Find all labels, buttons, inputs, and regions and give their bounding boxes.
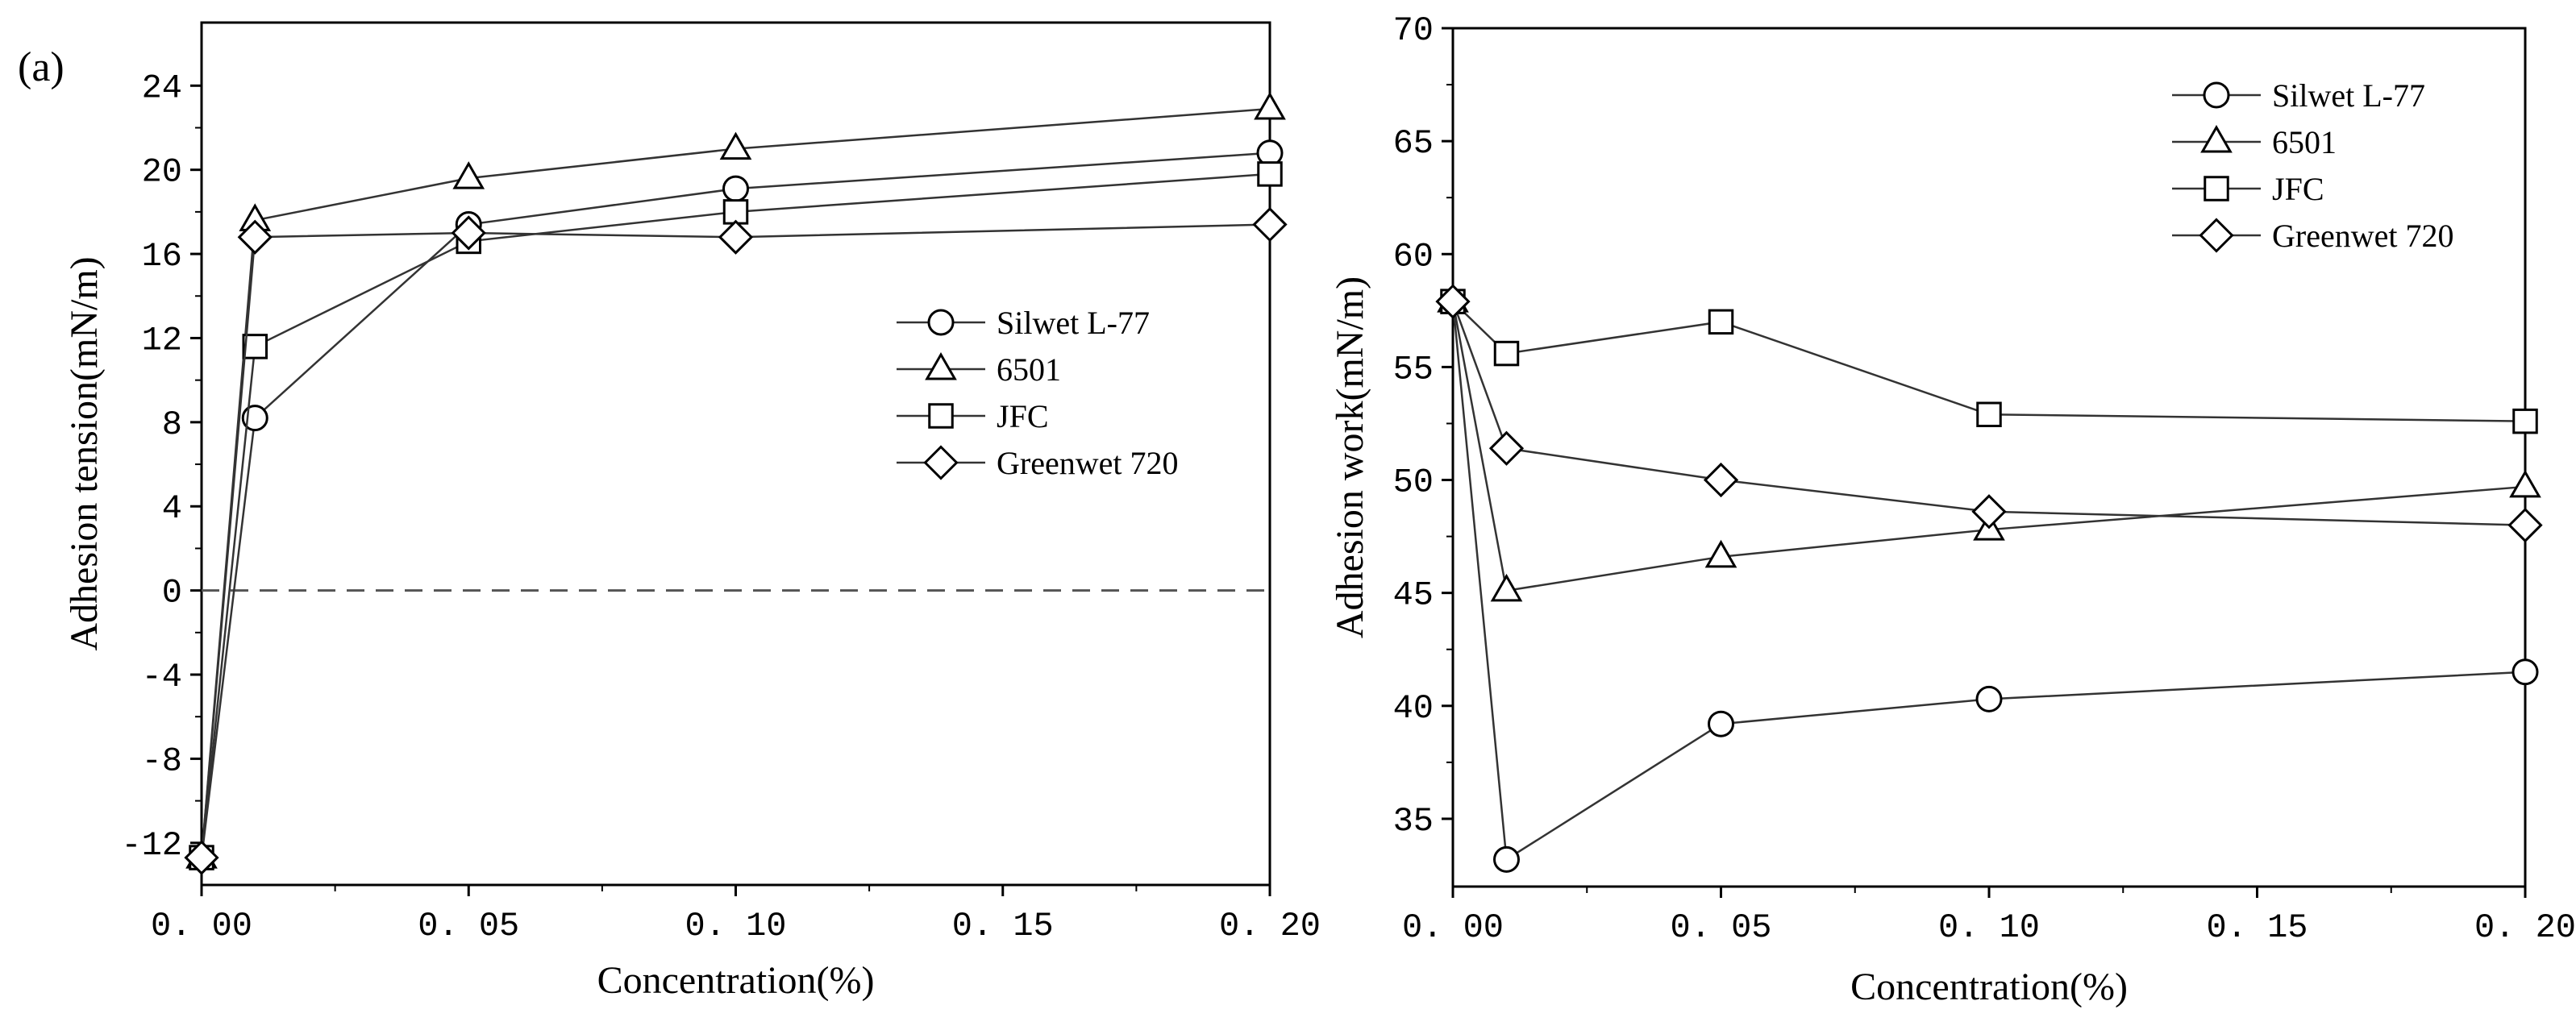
y-tick-label: 55 (1393, 350, 1434, 388)
data-point (1708, 710, 1734, 737)
y-tick-label: -8 (142, 741, 182, 780)
data-point (1975, 685, 2003, 712)
data-point (2509, 469, 2541, 498)
series-silwet-l-77 (1439, 288, 2539, 873)
data-point (451, 215, 486, 251)
y-tick-label: 45 (1393, 576, 1434, 615)
y-tick-label: 8 (162, 405, 182, 444)
legend-marker (927, 309, 955, 336)
series-greenwet-720 (1435, 284, 2543, 543)
series-greenwet-720 (184, 206, 1288, 875)
y-tick-label: 50 (1393, 463, 1434, 502)
data-point (1257, 161, 1283, 187)
y-tick-label: 60 (1393, 237, 1434, 276)
series-line (1451, 301, 2526, 862)
legend: Silwet L-77 6501 JFC Greenwet 720 (897, 305, 1178, 481)
y-tick-label: 70 (1393, 11, 1434, 50)
x-tick-label: 0. 05 (1670, 908, 1771, 947)
legend-label: Greenwet 720 (2272, 218, 2453, 254)
legend-label: Silwet L-77 (997, 305, 1150, 341)
data-point (237, 219, 273, 255)
legend-marker (2203, 81, 2230, 109)
y-tick-label: 24 (142, 69, 182, 107)
data-point (452, 161, 485, 189)
data-point (2507, 507, 2543, 543)
y-axis-title: Adhesion work(mN/m) (1329, 276, 1371, 638)
legend-marker (2204, 176, 2229, 201)
series-line (200, 152, 1271, 858)
data-point (1708, 309, 1734, 335)
x-tick-label: 0. 20 (1219, 907, 1321, 945)
legend-label: JFC (997, 398, 1049, 434)
series-line (200, 172, 1271, 858)
data-point (242, 334, 268, 359)
legend-label: Silwet L-77 (2272, 77, 2425, 114)
legend-label: 6501 (997, 351, 1061, 388)
y-axis-title: Adhesion tension(mN/m) (63, 256, 106, 650)
data-point (2512, 408, 2538, 434)
series-line (1451, 301, 2526, 592)
data-point (1490, 573, 1523, 602)
data-point (2511, 658, 2539, 686)
data-point (1704, 539, 1737, 568)
data-point (722, 175, 749, 202)
legend-marker (2200, 124, 2233, 153)
legend-marker (925, 351, 957, 380)
x-tick-label: 0. 20 (2474, 908, 2576, 947)
data-point (1976, 401, 2002, 427)
y-tick-label: -12 (121, 826, 182, 865)
y-tick-label: 20 (142, 153, 182, 192)
x-tick-label: 0. 00 (1402, 908, 1504, 947)
legend-label: JFC (2272, 171, 2324, 207)
y-tick-label: 65 (1393, 124, 1434, 163)
data-point (1971, 494, 2007, 530)
chart-panel-2: 35 40 45 50 55 60 65 70 0. 00 0. 05 0. 10 0. 15 0. 2… (1329, 11, 2576, 1008)
legend-label: Greenwet 720 (997, 445, 1178, 481)
x-tick-label: 0. 00 (151, 907, 252, 945)
x-axis-title: Concentration(%) (1850, 966, 2128, 1008)
data-point (1252, 206, 1288, 243)
y-tick-label: 12 (142, 321, 182, 359)
x-tick-label: 0. 15 (952, 907, 1054, 945)
y-tick-label: 40 (1393, 689, 1434, 728)
chart-panel-1: (a) -12 -8 -4 0 4 8 12 16 20 24 0. 00 0. 05 0. 10 0. 1… (18, 21, 1321, 1002)
data-point (722, 199, 749, 225)
legend-marker (928, 403, 954, 429)
data-point (1435, 284, 1471, 319)
x-tick-label: 0. 10 (685, 907, 786, 945)
plot-frame (1451, 27, 2527, 888)
series-jfc (189, 161, 1283, 870)
y-tick-label: 16 (142, 237, 182, 276)
x-tick-label: 0. 05 (418, 907, 519, 945)
y-tick-label: -4 (142, 658, 182, 696)
x-axis-title: Concentration(%) (597, 959, 875, 1002)
data-point (1493, 845, 1520, 873)
series-6501 (1437, 285, 2541, 602)
data-point (1488, 430, 1525, 466)
data-point (1254, 91, 1286, 120)
panel-label: (a) (18, 44, 65, 90)
data-point (719, 131, 752, 160)
legend-label: 6501 (2272, 124, 2337, 160)
legend: Silwet L-77 6501 JFC Greenwet 720 (2172, 77, 2453, 254)
y-tick-label: 35 (1393, 802, 1434, 841)
series-jfc (1440, 289, 2538, 434)
y-tick-label: 0 (162, 574, 182, 613)
data-point (1493, 340, 1520, 367)
data-point (1703, 462, 1739, 498)
y-tick-label: 4 (162, 489, 182, 528)
data-point (184, 840, 219, 875)
legend-marker (923, 445, 959, 480)
x-tick-label: 0. 15 (2206, 908, 2308, 947)
data-point (718, 219, 754, 255)
legend-marker (2199, 218, 2234, 253)
x-tick-label: 0. 10 (1938, 908, 2040, 947)
